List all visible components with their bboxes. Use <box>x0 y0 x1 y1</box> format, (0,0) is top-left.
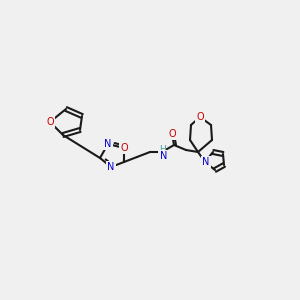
Text: N: N <box>104 139 112 149</box>
Text: H: H <box>159 145 165 154</box>
Text: O: O <box>196 112 204 122</box>
Text: O: O <box>120 143 128 153</box>
Text: O: O <box>46 117 54 127</box>
Text: N: N <box>160 151 168 161</box>
Text: O: O <box>168 129 176 139</box>
Text: N: N <box>107 162 115 172</box>
Text: N: N <box>202 157 210 167</box>
